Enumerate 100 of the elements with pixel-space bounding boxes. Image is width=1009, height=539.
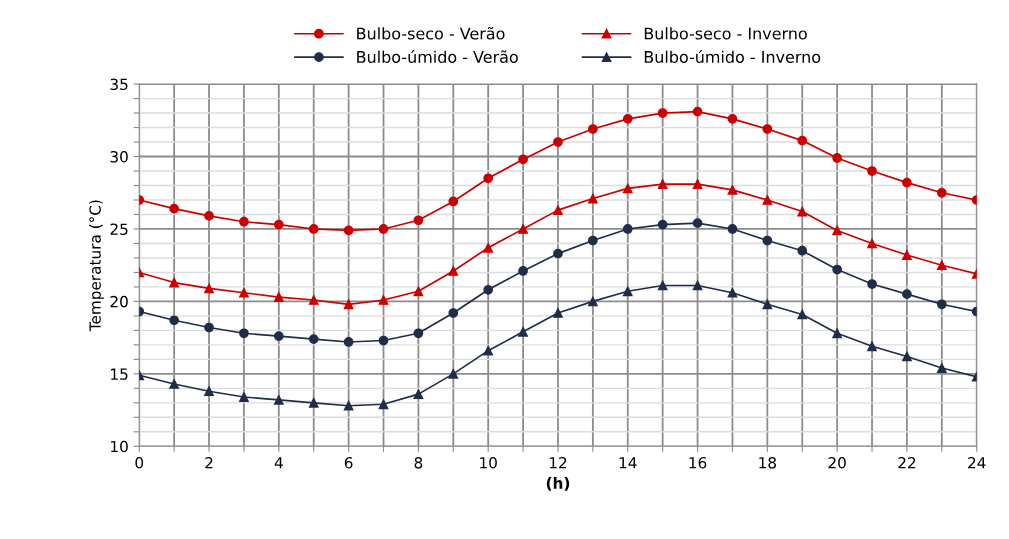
- point: [867, 341, 877, 352]
- point: [273, 219, 284, 230]
- point: [483, 242, 494, 253]
- x-tick-label: 0: [135, 456, 144, 469]
- point: [692, 280, 703, 291]
- point: [273, 395, 284, 405]
- point: [762, 195, 773, 205]
- point: [936, 187, 947, 198]
- point: [204, 386, 214, 397]
- point: [762, 235, 773, 246]
- point: [378, 224, 389, 234]
- point: [902, 177, 912, 188]
- point: [622, 224, 633, 234]
- point: [797, 206, 808, 217]
- point: [797, 309, 808, 320]
- point: [169, 379, 179, 389]
- legend-label: Bulbo-úmido - Inverno: [644, 49, 821, 63]
- point: [832, 153, 842, 163]
- point: [308, 334, 319, 344]
- point: [553, 205, 563, 215]
- point: [448, 308, 459, 318]
- x-tick-label: 4: [274, 457, 283, 469]
- x-tick-label: 22: [898, 456, 916, 469]
- point: [902, 289, 912, 300]
- x-axis-title: (h): [546, 477, 570, 491]
- point: [657, 108, 668, 118]
- point: [727, 184, 738, 195]
- legend-label: Bulbo-úmido - Verão: [357, 49, 518, 63]
- point: [413, 286, 424, 297]
- x-tick-label: 24: [968, 456, 986, 469]
- point: [553, 308, 563, 318]
- point: [378, 399, 389, 410]
- x-tick-label: 8: [414, 456, 423, 469]
- point: [727, 113, 738, 124]
- point: [343, 225, 354, 236]
- x-tick-label: 2: [205, 456, 213, 469]
- point: [797, 135, 808, 146]
- point: [692, 106, 703, 117]
- point: [518, 154, 528, 165]
- point: [832, 225, 842, 236]
- point: [902, 250, 912, 260]
- point: [553, 248, 563, 259]
- point: [727, 287, 738, 298]
- point: [588, 124, 598, 134]
- point: [343, 337, 354, 347]
- x-tick-label: 16: [689, 456, 707, 469]
- point: [308, 397, 319, 408]
- y-axis-title: Temperatura (°C): [89, 200, 104, 332]
- point: [762, 124, 773, 134]
- point: [273, 331, 284, 342]
- point: [588, 296, 598, 307]
- point: [832, 264, 842, 275]
- point: [239, 216, 249, 227]
- point: [448, 196, 459, 207]
- point: [204, 322, 214, 333]
- y-tick-label: 30: [110, 150, 128, 163]
- y-tick-label: 20: [110, 295, 128, 308]
- x-tick-label: 20: [828, 456, 846, 469]
- point: [692, 218, 703, 229]
- point: [483, 345, 494, 356]
- point: [657, 280, 668, 291]
- point: [622, 286, 633, 297]
- point: [378, 295, 389, 305]
- point: [413, 389, 424, 399]
- point: [553, 137, 563, 147]
- point: [622, 183, 633, 194]
- point: [239, 287, 249, 298]
- point: [936, 299, 947, 310]
- y-tick-label: 15: [111, 368, 128, 380]
- point: [797, 245, 808, 256]
- point: [902, 351, 912, 362]
- point: [867, 279, 877, 289]
- point: [448, 368, 459, 379]
- point: [936, 260, 947, 271]
- point: [413, 215, 424, 226]
- point: [657, 179, 668, 189]
- point: [622, 113, 633, 124]
- point: [588, 193, 598, 204]
- legend-label: Bulbo-seco - Verão: [357, 26, 505, 40]
- point: [936, 363, 947, 373]
- point: [343, 400, 354, 411]
- legend-label: Bulbo-seco - Inverno: [644, 27, 807, 40]
- point: [239, 392, 249, 402]
- point: [343, 299, 354, 310]
- point: [692, 179, 703, 189]
- point: [518, 224, 528, 234]
- point: [483, 284, 494, 295]
- point: [867, 238, 877, 249]
- point: [832, 328, 842, 339]
- point: [204, 211, 214, 221]
- point: [273, 292, 284, 302]
- point: [588, 235, 598, 246]
- y-tick-label: 10: [111, 440, 128, 453]
- y-tick-label: 25: [110, 223, 128, 235]
- point: [308, 295, 319, 305]
- point: [239, 328, 249, 339]
- point: [727, 224, 738, 234]
- point: [169, 315, 179, 326]
- y-tick-label: 35: [110, 78, 128, 91]
- point: [448, 266, 459, 276]
